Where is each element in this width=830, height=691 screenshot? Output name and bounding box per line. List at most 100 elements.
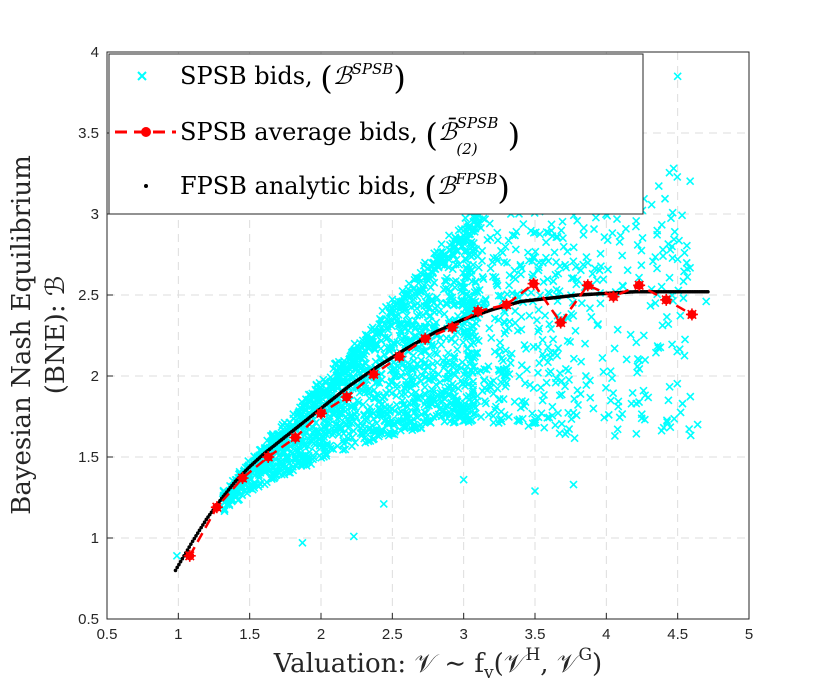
spsb-bid-point	[618, 251, 627, 260]
scatter-stroke	[322, 451, 331, 460]
scatter-stroke	[477, 256, 487, 265]
scatter-stroke	[406, 292, 415, 301]
spsb-bid-point	[634, 273, 644, 282]
scatter-stroke	[548, 402, 557, 411]
spsb-bid-point	[570, 434, 579, 443]
spsb-bid-point	[653, 226, 662, 235]
spsb-bid-point	[664, 319, 673, 329]
scatter-stroke	[519, 219, 528, 229]
scatter-stroke	[331, 421, 341, 430]
scatter-stroke	[485, 219, 494, 228]
scatter-stroke	[384, 431, 393, 440]
scatter-stroke	[646, 301, 655, 310]
spsb-bid-point	[363, 388, 372, 397]
scatter-stroke	[391, 370, 401, 379]
spsb-bid-point	[576, 266, 585, 275]
scatter-stroke	[665, 273, 674, 282]
scatter-stroke	[434, 370, 443, 379]
spsb-bid-point	[686, 431, 695, 440]
scatter-stroke	[499, 356, 508, 366]
scatter-stroke	[372, 419, 381, 428]
scatter-stroke	[599, 367, 608, 376]
scatter-stroke	[497, 407, 506, 416]
scatter-stroke	[437, 240, 446, 249]
scatter-stroke	[686, 431, 695, 440]
scatter-stroke	[545, 320, 554, 329]
scatter-stroke	[491, 273, 500, 282]
spsb-bid-point	[489, 376, 498, 385]
spsb-bid-point	[525, 311, 534, 320]
scatter-stroke	[527, 288, 536, 297]
spsb-bid-point	[437, 240, 446, 249]
scatter-stroke	[555, 262, 564, 271]
spsb-bid-point	[504, 236, 513, 245]
spsb-bid-point	[651, 253, 660, 262]
spsb-bid-point	[409, 292, 418, 301]
scatter-stroke	[356, 377, 365, 387]
scatter-stroke	[448, 265, 457, 274]
scatter-stroke	[563, 336, 572, 345]
scatter-stroke	[430, 278, 439, 287]
spsb-bid-point	[564, 375, 574, 384]
spsb-bid-point	[396, 426, 405, 435]
scatter-stroke	[489, 376, 498, 385]
scatter-stroke	[393, 384, 402, 393]
scatter-stroke	[398, 287, 407, 296]
scatter-stroke	[662, 416, 671, 425]
scatter-stroke	[476, 412, 486, 422]
scatter-stroke	[366, 388, 375, 397]
spsb-bid-point	[557, 226, 566, 235]
spsb-bid-point	[489, 253, 498, 262]
spsb-bid-point	[476, 412, 486, 422]
spsb-bid-point	[646, 301, 655, 310]
scatter-stroke	[552, 258, 561, 267]
scatter-stroke	[531, 247, 540, 256]
spsb-bid-point	[567, 414, 576, 424]
spsb-bid-point	[662, 416, 671, 425]
spsb-bid-point	[480, 397, 489, 406]
scatter-stroke	[511, 245, 520, 254]
spsb-bid-point	[450, 352, 459, 361]
scatter-stroke	[664, 396, 673, 405]
scatter-stroke	[626, 330, 635, 339]
spsb-bid-point	[638, 233, 647, 243]
scatter-stroke	[567, 414, 576, 424]
scatter-stroke	[450, 354, 459, 363]
spsb-bid-point	[444, 348, 453, 358]
spsb-bid-point	[554, 344, 563, 353]
scatter-stroke	[670, 227, 679, 236]
spsb-bid-point	[402, 311, 411, 320]
spsb-bid-point	[573, 400, 583, 410]
scatter-stroke	[543, 275, 552, 284]
scatter-stroke	[618, 251, 627, 260]
spsb-bid-point	[586, 393, 595, 402]
spsb-bid-point	[521, 379, 530, 388]
scatter-stroke	[402, 311, 411, 320]
scatter-stroke	[638, 233, 647, 243]
spsb-bid-point	[391, 370, 401, 379]
scatter-stroke	[553, 297, 562, 306]
spsb-bid-point	[685, 425, 694, 434]
scatter-stroke	[471, 278, 480, 287]
scatter-stroke	[576, 266, 585, 275]
scatter-stroke	[658, 245, 667, 254]
scatter-stroke	[489, 389, 498, 398]
spsb-bid-point	[569, 354, 578, 363]
scatter-stroke	[479, 274, 488, 284]
scatter-stroke	[516, 270, 525, 279]
scatter-stroke	[411, 380, 420, 389]
scatter-stroke	[554, 344, 563, 353]
scatter-stroke	[459, 338, 468, 347]
scatter-stroke	[451, 260, 460, 269]
spsb-bid-point	[451, 276, 460, 286]
spsb-bid-point	[372, 378, 382, 387]
spsb-bid-point	[537, 409, 546, 418]
spsb-bid-point	[665, 382, 674, 391]
scatter-stroke	[678, 399, 687, 408]
scatter-stroke	[549, 277, 558, 286]
scatter-stroke	[394, 416, 403, 425]
scatter-stroke	[552, 233, 561, 242]
spsb-bid-point	[651, 299, 660, 308]
scatter-stroke	[589, 404, 598, 413]
